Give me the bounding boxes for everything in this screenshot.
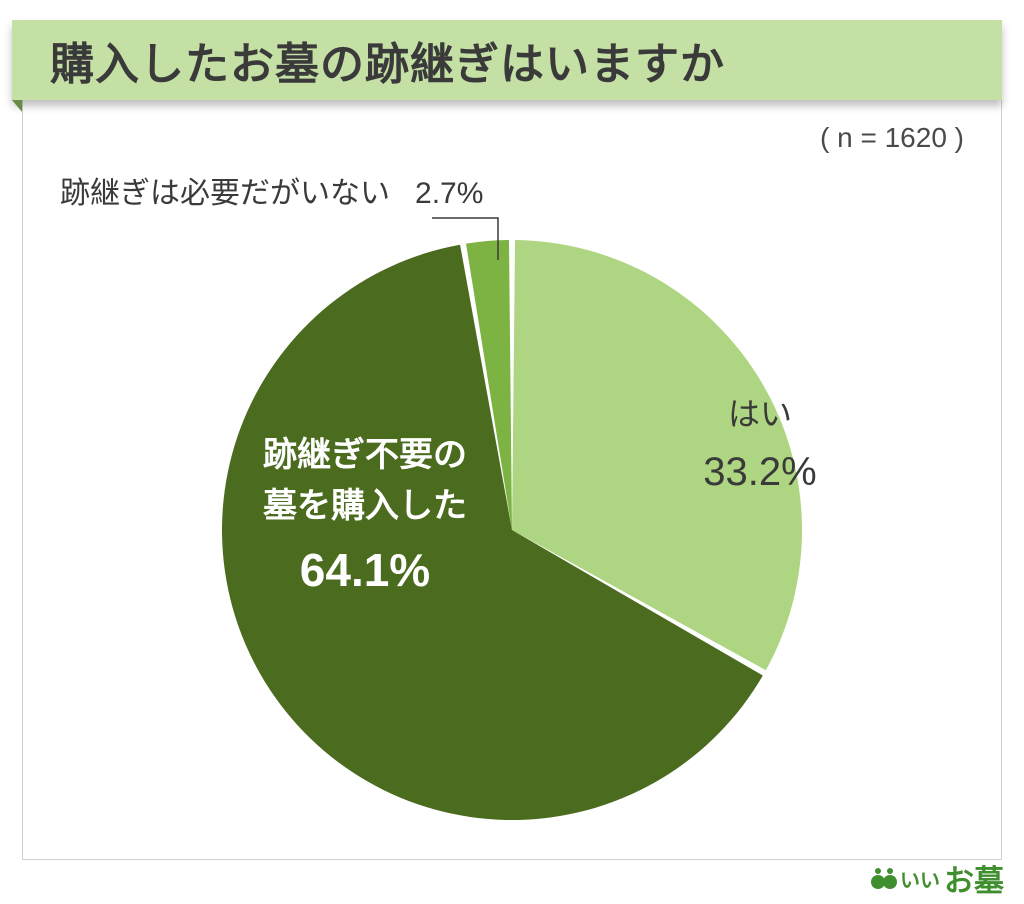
logo-ohaka: お墓: [944, 856, 1004, 900]
slice-no-need-name-2: 墓を購入した: [215, 481, 515, 532]
slice-label-no-need: 跡継ぎ不要の 墓を購入した 64.1%: [215, 430, 515, 605]
logo-mark-icon: [870, 864, 898, 892]
brand-logo: いい お墓: [870, 856, 1004, 900]
logo-ii: いい: [900, 864, 940, 893]
slice-no-need-pct: 64.1%: [215, 536, 515, 605]
slice-label-yes: はい 33.2%: [660, 390, 860, 502]
slice-no-need-name-1: 跡継ぎ不要の: [215, 430, 515, 481]
slice-yes-pct: 33.2%: [660, 442, 860, 502]
slice-yes-name: はい: [660, 390, 860, 438]
